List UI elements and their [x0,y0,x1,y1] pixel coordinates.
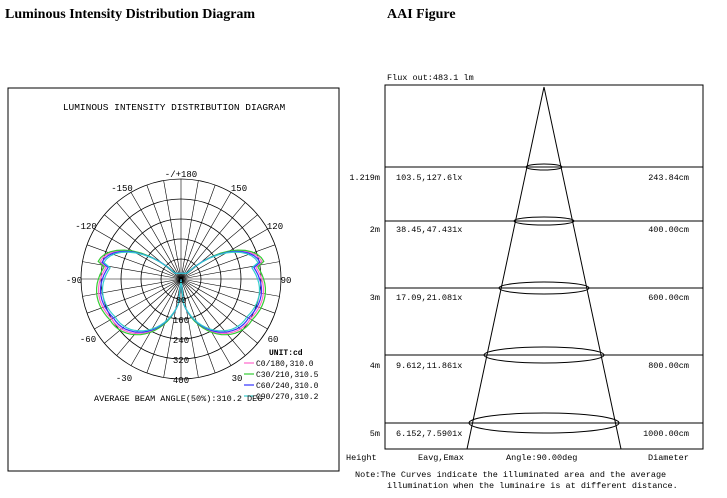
aai-panel: Flux out:483.1 lm 1.219m 103.5,127.6lx 2… [346,73,704,491]
polar-diagram-panel: LUMINOUS INTENSITY DISTRIBUTION DIAGRAM … [7,87,340,472]
angle-label: -90 [66,276,82,286]
height-label: 3m [370,293,380,303]
radial-label: 80 [176,296,187,306]
flux-out: Flux out:483.1 lm [387,73,474,83]
note-line: illumination when the luminaire is at di… [387,481,678,491]
grid-spoke [180,278,246,356]
illuminated-areas [468,163,620,434]
diameter-value: 1000.00cm [643,429,689,439]
diameter-column-label: Diameter [648,453,689,463]
cone-left-edge [466,86,545,450]
grid-spoke [104,278,182,344]
distance-lines [385,166,703,424]
unit-label: UNIT:cd [269,349,303,358]
angle-label: 90 [281,276,292,286]
legend-label: C0/180,310.0 [256,360,314,369]
grid-spoke [180,228,268,280]
grid-spoke [146,184,182,280]
illum-value: 6.152,7.5901x [396,429,462,439]
diameter-value: 800.00cm [648,361,689,371]
grid-spoke [180,202,246,280]
grid-spoke [180,261,280,280]
angle-label: 60 [268,335,279,345]
note-line: Note:The Curves indicate the illuminated… [355,470,666,480]
grid-spoke [82,261,182,280]
grid-spoke [116,278,182,356]
grid-spoke [180,180,199,280]
grid-spoke [180,214,258,280]
grid-spoke [94,278,182,330]
height-label: 4m [370,361,380,371]
radial-label: 240 [173,336,189,346]
illum-value: 38.45,47.431x [396,225,462,235]
aai-footer: Height Eavg,Emax Angle:90.00deg Diameter [346,453,689,463]
illuminated-area [483,346,605,364]
angle-labels: -/+180 150 120 90 60 30 -150 -120 -90 -6… [66,170,292,384]
aai-rows: 1.219m 103.5,127.6lx 243.84cm 2m 38.45,4… [349,173,689,439]
legend-label: C60/240,310.0 [256,382,319,391]
diameter-value: 243.84cm [648,173,689,183]
illum-value: 103.5,127.6lx [396,173,462,183]
grid-spoke [180,278,199,378]
illuminated-area [468,412,620,434]
illuminated-area [498,281,590,295]
angle-label: -120 [75,222,97,232]
grid-spoke [180,278,216,374]
illuminated-area [513,216,575,226]
height-label: 1.219m [349,173,380,183]
grid-spoke [180,278,268,330]
grid-spoke [130,192,182,280]
grid-spoke [163,278,182,378]
beam-angle-text: AVERAGE BEAM ANGLE(50%):310.2 DEG [94,394,262,404]
height-label: 2m [370,225,380,235]
angle-label: -150 [111,184,133,194]
grid-spoke [180,278,232,366]
cone-right-edge [543,86,622,450]
grid-spoke [163,180,182,280]
distribution-curve [101,251,261,332]
grid-spoke [180,184,216,280]
angle-label: 150 [231,184,247,194]
diameter-value: 400.00cm [648,225,689,235]
angle-label: -/+180 [165,170,197,180]
angle-label: 30 [232,374,243,384]
diameter-value: 600.00cm [648,293,689,303]
illum-value: 17.09,21.081x [396,293,462,303]
polar-frame [7,87,340,472]
grid-spoke [180,244,276,280]
radial-label: 160 [173,316,189,326]
grid-spoke [104,214,182,280]
radial-label: 0 [178,276,183,286]
radial-label: 400 [173,376,189,386]
grid-spoke [94,228,182,280]
legend-label: C30/210,310.5 [256,371,319,380]
radial-label: 320 [173,356,189,366]
right-header: AAI Figure [387,7,456,22]
polar-title: LUMINOUS INTENSITY DISTRIBUTION DIAGRAM [63,102,286,113]
grid-spoke [86,244,182,280]
height-label: 5m [370,429,380,439]
illuminated-area [525,163,563,171]
grid-spoke [180,192,232,280]
grid-spoke [116,202,182,280]
polar-curves [96,249,266,336]
grid-spoke [130,278,182,366]
polar-legend: UNIT:cd C0/180,310.0 C30/210,310.5 C60/2… [244,349,319,402]
eavg-column-label: Eavg,Emax [418,453,464,463]
grid-spoke [146,278,182,374]
aai-frame [384,84,704,450]
grid-spoke [180,278,258,344]
legend-label: C90/270,310.2 [256,393,319,402]
angle-label: 120 [267,222,283,232]
angle-label: -60 [80,335,96,345]
illum-value: 9.612,11.861x [396,361,462,371]
left-header: Luminous Intensity Distribution Diagram [5,7,255,22]
radial-labels: 0 80 160 240 320 400 [173,276,189,386]
angle-label: Angle:90.00deg [506,453,577,463]
height-column-label: Height [346,453,377,463]
angle-label: -30 [116,374,132,384]
